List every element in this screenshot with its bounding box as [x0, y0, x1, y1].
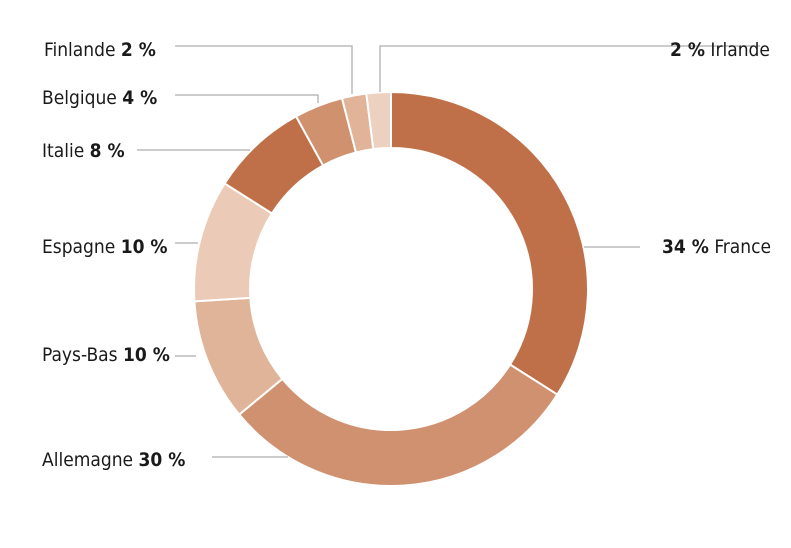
- label-pays-bas: Pays-Bas 10 %: [42, 344, 170, 366]
- slice-france: [390, 90, 589, 396]
- label-allemagne: Allemagne 30 %: [42, 449, 185, 471]
- leader-irlande: [379, 45, 760, 92]
- label-france: 34 % France: [662, 236, 771, 258]
- donut-slices: [193, 90, 589, 487]
- label-espagne: Espagne 10 %: [42, 236, 168, 258]
- label-belgique: Belgique 4 %: [42, 87, 157, 109]
- label-finlande: Finlande 2 %: [44, 39, 156, 61]
- label-italie: Italie 8 %: [42, 140, 125, 162]
- label-irlande: 2 % Irlande: [670, 39, 770, 61]
- leader-lines: [137, 45, 760, 458]
- leader-finlande: [175, 45, 353, 94]
- leader-belgique: [175, 94, 319, 103]
- slice-irlande: [365, 90, 392, 151]
- slice-allemagne: [237, 363, 559, 487]
